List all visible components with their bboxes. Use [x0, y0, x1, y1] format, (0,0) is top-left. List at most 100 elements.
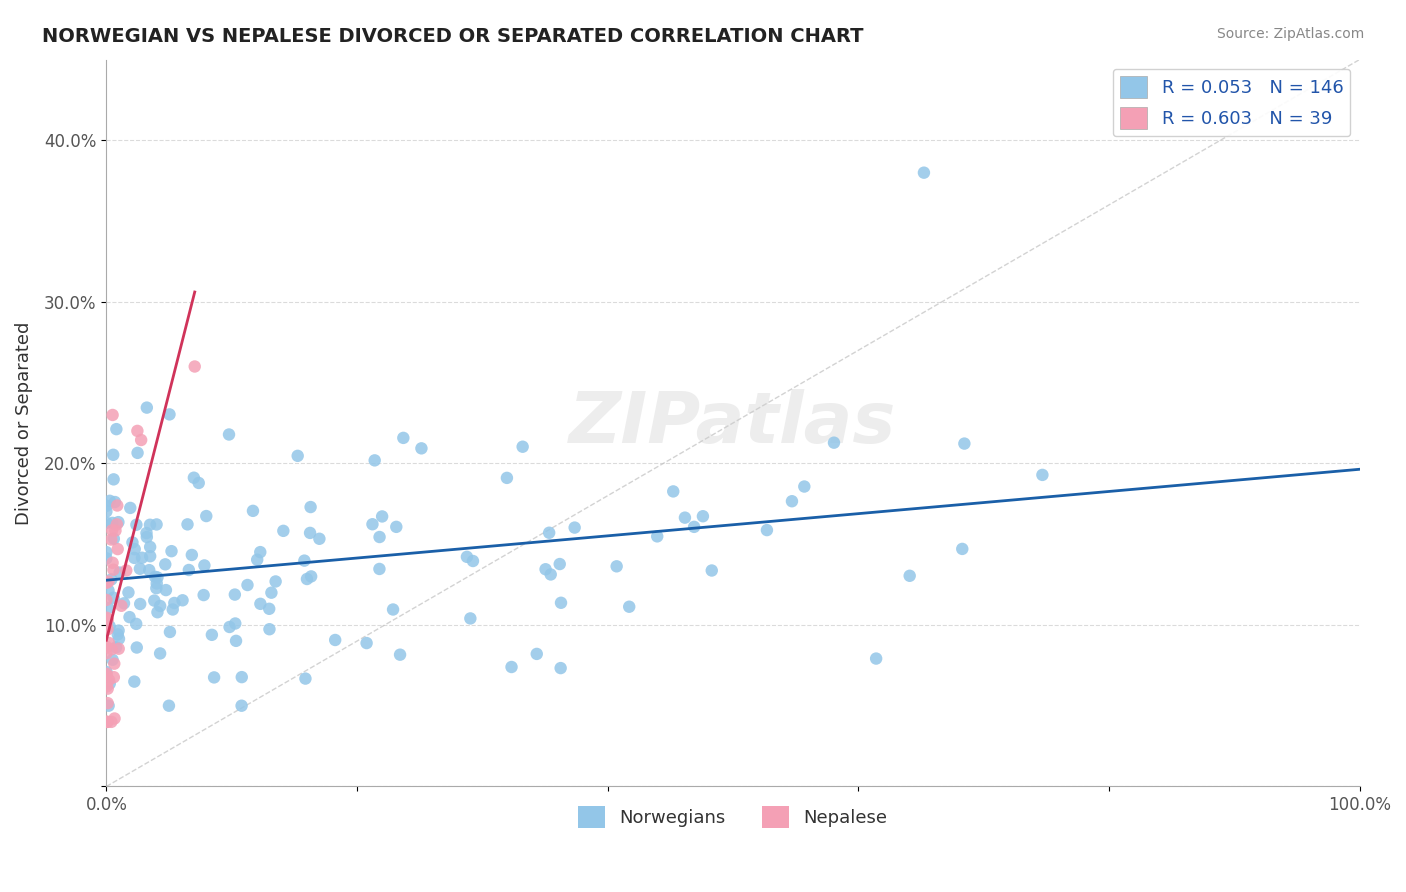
- Norwegians: [496, 471, 519, 485]
- Norwegians: [898, 569, 921, 583]
- Nepalese: [103, 657, 125, 671]
- Norwegians: [260, 585, 283, 599]
- Norwegians: [104, 495, 127, 509]
- Norwegians: [131, 550, 153, 565]
- Norwegians: [107, 515, 129, 529]
- Norwegians: [97, 583, 120, 598]
- Norwegians: [645, 529, 668, 543]
- Norwegians: [257, 602, 280, 616]
- Norwegians: [308, 532, 330, 546]
- Norwegians: [107, 624, 129, 638]
- Norwegians: [124, 550, 146, 565]
- Norwegians: [180, 548, 202, 562]
- Nepalese: [105, 499, 128, 513]
- Norwegians: [793, 479, 815, 493]
- Norwegians: [456, 549, 478, 564]
- Norwegians: [550, 596, 572, 610]
- Norwegians: [139, 549, 162, 564]
- Norwegians: [97, 600, 120, 615]
- Norwegians: [105, 640, 128, 655]
- Nepalese: [96, 640, 118, 654]
- Nepalese: [100, 642, 122, 657]
- Nepalese: [97, 574, 120, 589]
- Norwegians: [129, 597, 152, 611]
- Nepalese: [129, 433, 152, 447]
- Norwegians: [121, 535, 143, 549]
- Norwegians: [187, 475, 209, 490]
- Norwegians: [183, 471, 205, 485]
- Nepalese: [100, 714, 122, 729]
- Norwegians: [107, 627, 129, 641]
- Norwegians: [145, 517, 167, 532]
- Nepalese: [96, 669, 118, 683]
- Norwegians: [98, 619, 121, 633]
- Norwegians: [273, 524, 295, 538]
- Nepalese: [96, 714, 118, 729]
- Norwegians: [512, 440, 534, 454]
- Norwegians: [299, 569, 322, 583]
- Norwegians: [755, 523, 778, 537]
- Nepalese: [104, 524, 127, 538]
- Norwegians: [96, 665, 118, 679]
- Norwegians: [159, 408, 181, 422]
- Norwegians: [292, 554, 315, 568]
- Norwegians: [361, 517, 384, 532]
- Norwegians: [143, 570, 166, 584]
- Norwegians: [865, 651, 887, 665]
- Norwegians: [103, 532, 125, 546]
- Norwegians: [135, 530, 157, 544]
- Norwegians: [155, 583, 177, 598]
- Norwegians: [368, 530, 391, 544]
- Norwegians: [127, 446, 149, 460]
- Nepalese: [103, 711, 125, 725]
- Nepalese: [97, 681, 120, 696]
- Norwegians: [103, 472, 125, 486]
- Norwegians: [98, 676, 121, 690]
- Norwegians: [120, 500, 142, 515]
- Norwegians: [538, 525, 561, 540]
- Nepalese: [97, 636, 120, 650]
- Norwegians: [683, 520, 706, 534]
- Norwegians: [96, 551, 118, 566]
- Norwegians: [662, 484, 685, 499]
- Norwegians: [101, 653, 124, 667]
- Nepalese: [110, 599, 132, 613]
- Norwegians: [96, 545, 118, 559]
- Norwegians: [193, 558, 215, 573]
- Y-axis label: Divorced or Separated: Divorced or Separated: [15, 321, 32, 524]
- Norwegians: [363, 453, 385, 467]
- Norwegians: [201, 628, 224, 642]
- Norwegians: [117, 585, 139, 599]
- Nepalese: [103, 563, 125, 577]
- Text: Source: ZipAtlas.com: Source: ZipAtlas.com: [1216, 27, 1364, 41]
- Norwegians: [231, 670, 253, 684]
- Nepalese: [96, 680, 118, 694]
- Nepalese: [96, 714, 118, 729]
- Norwegians: [389, 648, 412, 662]
- Norwegians: [242, 504, 264, 518]
- Norwegians: [101, 516, 124, 530]
- Norwegians: [112, 596, 135, 610]
- Norwegians: [145, 576, 167, 591]
- Nepalese: [97, 696, 120, 710]
- Norwegians: [162, 602, 184, 616]
- Norwegians: [124, 542, 146, 557]
- Norwegians: [224, 616, 246, 631]
- Norwegians: [103, 591, 125, 605]
- Norwegians: [606, 559, 628, 574]
- Norwegians: [97, 698, 120, 713]
- Norwegians: [264, 574, 287, 589]
- Norwegians: [96, 516, 118, 530]
- Norwegians: [139, 540, 162, 554]
- Norwegians: [105, 422, 128, 436]
- Norwegians: [912, 166, 935, 180]
- Nepalese: [107, 542, 129, 557]
- Norwegians: [1031, 467, 1053, 482]
- Norwegians: [249, 545, 271, 559]
- Norwegians: [128, 562, 150, 576]
- Nepalese: [105, 517, 128, 532]
- Norwegians: [692, 509, 714, 524]
- Nepalese: [103, 670, 125, 684]
- Norwegians: [160, 544, 183, 558]
- Norwegians: [501, 660, 523, 674]
